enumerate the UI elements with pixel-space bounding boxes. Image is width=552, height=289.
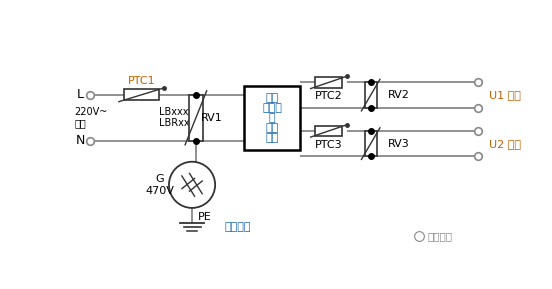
Text: 易珑电气: 易珑电气	[427, 231, 453, 241]
Text: PTC2: PTC2	[315, 91, 343, 101]
Text: 电源: 电源	[266, 133, 279, 143]
Text: PE: PE	[198, 212, 211, 222]
Text: PTC3: PTC3	[315, 140, 343, 150]
Bar	[315, 125, 342, 136]
Text: 保护接地: 保护接地	[225, 222, 252, 232]
Text: RV1: RV1	[201, 113, 223, 123]
Text: U1 输出: U1 输出	[489, 90, 521, 100]
Text: 电源: 电源	[266, 93, 279, 103]
Bar	[124, 89, 159, 100]
Text: U2 输出: U2 输出	[489, 139, 521, 149]
Bar	[245, 86, 300, 150]
Text: 470V: 470V	[145, 186, 174, 196]
Text: LBxxx/: LBxxx/	[159, 108, 192, 117]
Text: 输入: 输入	[74, 118, 86, 128]
Text: 变压器: 变压器	[262, 103, 282, 113]
Bar	[189, 95, 203, 141]
Text: N: N	[76, 134, 85, 147]
Text: L: L	[77, 88, 84, 101]
Bar	[364, 82, 377, 108]
Bar	[364, 131, 377, 156]
Circle shape	[169, 162, 215, 208]
Text: 220V~: 220V~	[74, 108, 108, 117]
Bar	[315, 77, 342, 88]
Text: PTC1: PTC1	[128, 76, 156, 86]
Text: 开关: 开关	[266, 123, 279, 133]
Text: RV2: RV2	[388, 90, 410, 100]
Text: 或: 或	[269, 113, 275, 123]
Text: RV3: RV3	[388, 139, 410, 149]
Text: LBRxxx: LBRxxx	[159, 118, 195, 128]
Text: G: G	[155, 174, 164, 184]
